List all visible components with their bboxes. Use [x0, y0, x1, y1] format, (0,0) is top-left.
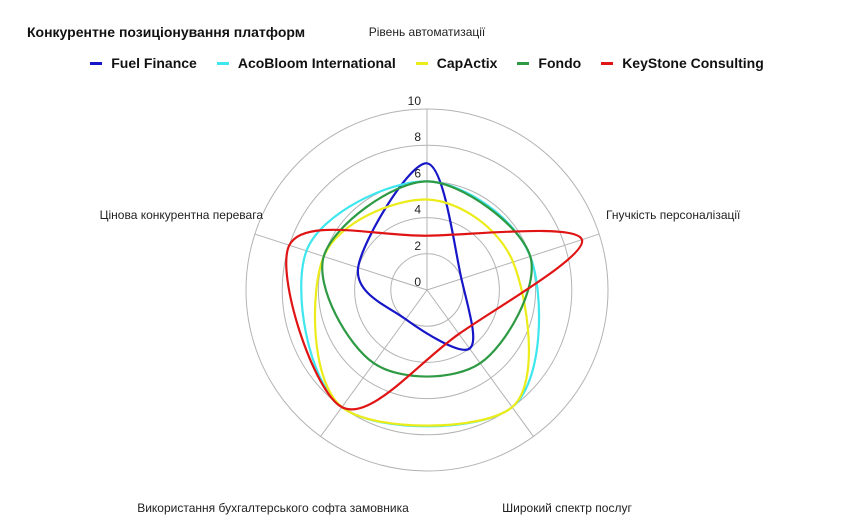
tick-label: 6 — [414, 166, 421, 180]
series-line-fuel-finance — [357, 162, 475, 351]
legend-swatch — [90, 61, 103, 65]
legend-item[interactable]: KeyStone Consulting — [601, 55, 764, 71]
legend: Fuel Finance AcoBloom International CapAct… — [0, 55, 854, 71]
tick-label: 4 — [414, 203, 421, 217]
legend-item[interactable]: AcoBloom International — [216, 55, 396, 71]
axis-spoke — [254, 233, 428, 291]
axis-label: Цінова конкурентна перевага — [100, 208, 264, 222]
legend-item[interactable]: CapActix — [415, 55, 498, 71]
tick-label: 8 — [414, 130, 421, 144]
legend-item[interactable]: Fondo — [517, 55, 581, 71]
legend-swatch — [415, 61, 428, 65]
axis-label: Широкий спектр послуг — [502, 501, 632, 515]
legend-swatch — [601, 61, 614, 65]
legend-label: Fuel Finance — [111, 55, 197, 71]
axis-label: Рівень автоматизації — [369, 25, 486, 39]
legend-swatch — [517, 61, 530, 65]
tick-label: 0 — [414, 275, 421, 289]
series-line-fondo — [321, 180, 533, 378]
legend-swatch — [216, 61, 229, 65]
legend-item[interactable]: Fuel Finance — [90, 55, 197, 71]
legend-label: Fondo — [538, 55, 582, 71]
chart-title: Конкурентне позиціонування платформ — [27, 24, 306, 40]
series-line-keystone-consulting — [285, 228, 584, 411]
series-line-capactix — [313, 198, 530, 427]
tick-label: 10 — [408, 94, 422, 108]
axis-label: Використання бухгалтерського софта замов… — [137, 501, 409, 515]
legend-label: KeyStone Consulting — [622, 55, 764, 71]
axis-label: Гнучкість персоналізації — [606, 208, 741, 222]
legend-label: AcoBloom International — [237, 55, 396, 71]
tick-label: 2 — [414, 239, 421, 253]
legend-label: CapActix — [436, 55, 498, 71]
